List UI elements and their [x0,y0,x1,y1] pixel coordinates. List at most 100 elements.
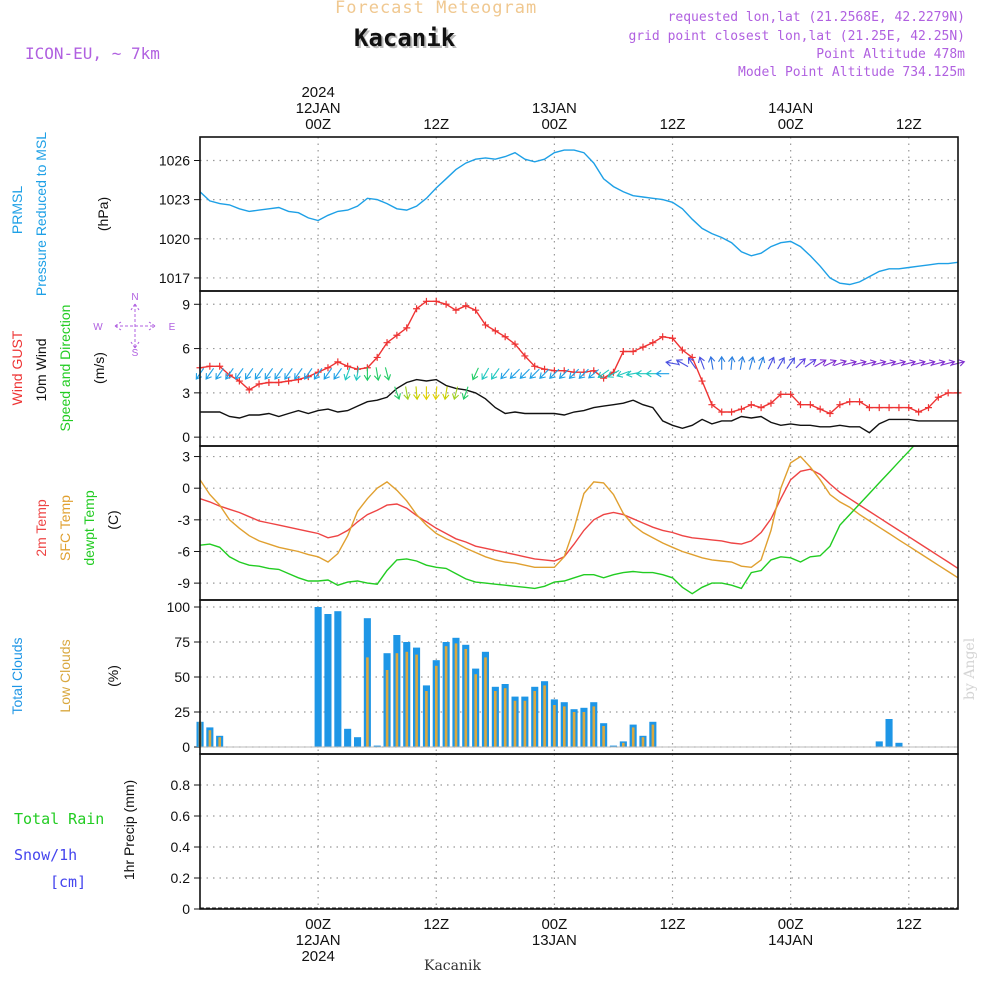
gust-marker [245,386,253,394]
gust-marker [905,404,913,412]
total-cloud-bar [609,745,617,747]
gust-marker [432,297,440,305]
low-cloud-bar [435,665,438,747]
time-axis-bottom-label: 14JAN [768,932,813,949]
low-cloud-bar [563,706,566,747]
time-axis-bottom-label: 12Z [660,916,686,933]
wind-direction-arrow [363,367,372,382]
temp-label-unit: (C) [105,510,121,529]
gust-marker [600,374,608,382]
pressure-panel: 1017 1020 1023 1026 [159,137,959,291]
low-cloud-bar [464,649,468,747]
gust-marker [413,305,421,313]
gust-marker [826,410,834,418]
low-cloud-bar [622,742,625,747]
time-axis-top-label: 12Z [660,116,686,133]
gust-marker [541,365,549,373]
total-cloud-bar [314,607,322,747]
wind-direction-arrow [294,367,303,380]
clouds-ytick-label: 25 [174,704,190,720]
wind-direction-arrow [549,368,560,380]
low-cloud-bar [454,643,458,747]
time-axis-bottom-label: 00Z [778,916,804,933]
gust-marker [885,404,893,412]
model-label: ICON-EU, ~ 7km [25,44,160,63]
gust-marker [875,404,883,412]
time-axis-top-label: 12JAN [296,100,341,117]
precip-ytick-label: 0 [182,901,190,917]
gust-marker [846,398,854,406]
precip-legend-rain: Total Rain [14,810,104,828]
low-cloud-bar [651,724,655,747]
wind-direction-arrow [597,369,610,378]
gust-marker [206,362,214,370]
temp-2m-line [200,468,958,569]
low-cloud-bar [395,653,399,747]
wind-direction-arrow [353,367,361,382]
low-cloud-bar [474,674,477,747]
gust-marker [491,327,499,335]
wind-direction-arrow [588,369,600,379]
low-cloud-bar [602,726,605,747]
wind-direction-arrow [225,367,234,380]
wind-direction-arrow [442,386,450,401]
temperature-ytick-label: 0 [182,480,190,496]
wind-frame [199,290,959,447]
gust-marker [235,377,243,385]
wind-direction-arrow [500,368,510,380]
temp-label-2m: 2m Temp [33,499,49,557]
time-axis-bottom-label: 13JAN [532,932,577,949]
gust-marker [373,353,381,361]
wind-direction-arrow [413,386,421,401]
gust-marker [472,306,480,314]
temp-label-sfc: SFC Temp [57,495,73,561]
time-axis-bottom-label: 12JAN [296,932,341,949]
low-cloud-bar [582,712,586,747]
wind-direction-arrow [343,367,351,381]
low-cloud-bar [208,730,212,747]
wind-direction-arrow [578,368,589,380]
temperature-ytick-label: -6 [178,543,191,559]
compass-s: S [132,348,139,359]
precip-ytick-label: 0.6 [171,808,191,824]
wind-direction-arrow [795,357,806,369]
wind-direction-arrow [235,367,244,380]
pressure-ytick-label: 1017 [159,270,190,286]
gust-marker [796,401,804,409]
wind-direction-arrow [284,367,293,380]
gust-marker [944,389,952,397]
time-axis-bottom-label: 2024 [301,948,334,965]
clouds-ytick-label: 0 [182,739,190,755]
overline-title: Forecast Meteogram [335,0,538,18]
wind-direction-arrow [558,368,570,380]
dewpt-line [200,446,915,595]
wind-direction-arrow [274,367,283,380]
gust-marker [393,331,401,339]
compass-w: W [93,322,103,333]
gust-marker [708,401,716,409]
gust-marker [777,390,785,398]
low-cloud-bar [494,691,497,747]
temperature-ytick-label: 3 [182,449,190,465]
wind-direction-arrow [616,370,630,378]
wind-direction-arrow [264,367,274,380]
gust-marker [531,362,539,370]
gust-marker [629,348,637,356]
time-axis-top-label: 14JAN [768,100,813,117]
wind-direction-arrow [707,355,716,370]
wind-direction-arrow [205,367,215,380]
gust-marker [757,404,765,412]
wind-direction-arrow [244,367,254,380]
wind-direction-arrow [304,367,313,380]
wind-direction-arrow [833,359,847,367]
time-axis-top-label: 12Z [896,116,922,133]
wind-direction-arrow [718,355,726,370]
low-cloud-bar [641,737,645,747]
wind-direction-arrow [313,367,323,380]
time-axis-bottom-label: 00Z [305,916,331,933]
time-axis-bottom-label: 12Z [896,916,922,933]
gust-marker [649,339,657,347]
wind-direction-arrow [394,386,401,400]
